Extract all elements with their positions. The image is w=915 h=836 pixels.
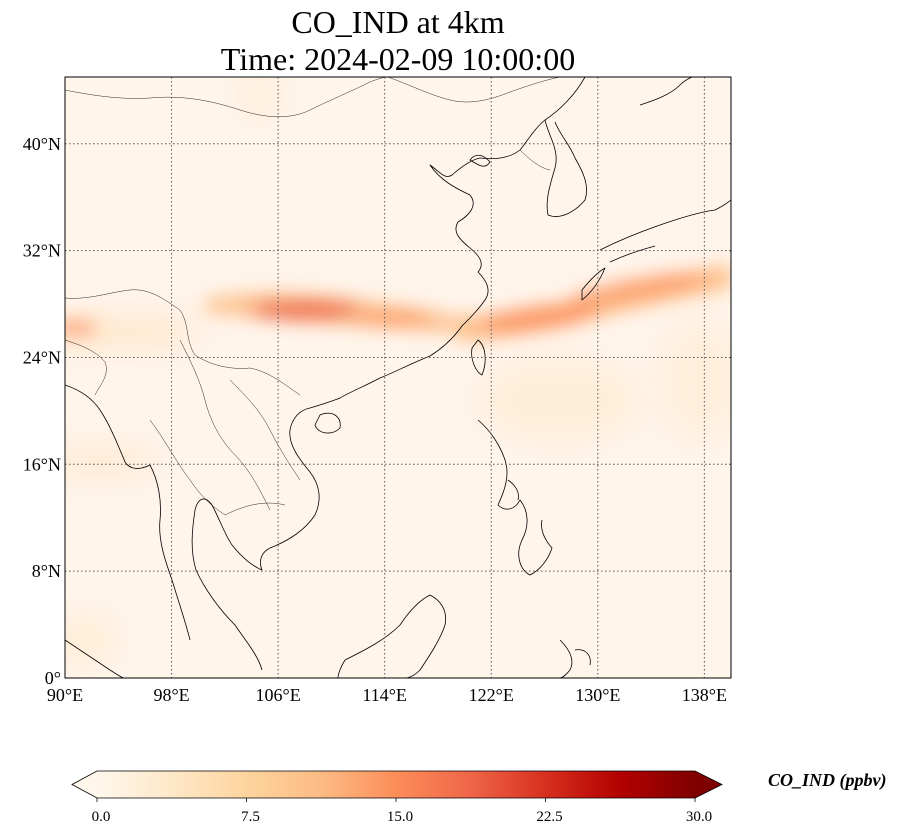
- plume-north-mongolia: [242, 77, 278, 115]
- x-tick-label: 106°E: [256, 685, 301, 705]
- x-tick-label: 114°E: [362, 685, 407, 705]
- coastline-japan-hokkaido: [639, 77, 693, 106]
- border-myanmar-laos: [179, 339, 271, 511]
- coastline-borneo: [337, 594, 447, 678]
- y-tick-label: 16°N: [23, 454, 61, 474]
- coastline-sumatra: [65, 639, 125, 678]
- border-laos-vietnam: [229, 379, 301, 481]
- coastline-myanmar: [65, 384, 191, 641]
- colorbar-ticks: 0.0 7.5 15.0 22.5 30.0: [92, 798, 712, 825]
- plume-core-east-china: [355, 311, 435, 325]
- border-korea: [519, 149, 551, 171]
- x-axis: 90°E 98°E 106°E 114°E 122°E 130°E 138°E: [47, 685, 727, 705]
- colorbar-extend-min: [72, 771, 97, 798]
- coastline-china-east: [309, 77, 586, 409]
- colorbar-tick-label: 0.0: [92, 809, 111, 825]
- plume-left-mid: [65, 453, 160, 471]
- coastline-bohai: [469, 154, 491, 167]
- plume-core-east-sea: [480, 303, 600, 333]
- coastline-indochina: [191, 407, 320, 671]
- map-background: [65, 77, 731, 678]
- plume-core-kyushu: [571, 272, 709, 304]
- x-tick-label: 90°E: [47, 685, 83, 705]
- coastline-philippines: [477, 419, 553, 576]
- y-tick-label: 32°N: [23, 241, 61, 261]
- coastline-kyushu: [581, 267, 606, 301]
- border-china-mongolia: [65, 77, 389, 117]
- border-china-russia: [387, 77, 561, 103]
- x-tick-label: 122°E: [469, 685, 514, 705]
- border-india: [65, 339, 107, 396]
- colorbar-extend-max: [695, 771, 722, 798]
- title-variable: CO_IND at 4km: [291, 4, 505, 40]
- map-area: [65, 77, 731, 678]
- plume-se-sea: [480, 360, 640, 440]
- title-time: Time: 2024-02-09 10:00:00: [220, 41, 576, 77]
- y-tick-label: 24°N: [23, 347, 61, 367]
- border-china-south: [65, 289, 301, 396]
- colorbar-tick-label: 7.5: [241, 809, 260, 825]
- y-tick-label: 8°N: [32, 561, 61, 581]
- x-tick-label: 138°E: [682, 685, 727, 705]
- coastlines: [65, 77, 731, 678]
- x-tick-label: 130°E: [575, 685, 620, 705]
- plume-left-upper: [65, 320, 200, 344]
- plume-left-bottom: [65, 618, 113, 662]
- plume-east-sea: [660, 320, 731, 440]
- x-tick-label: 98°E: [153, 685, 189, 705]
- coastline-hainan: [314, 412, 341, 434]
- border-cambodia: [224, 502, 286, 516]
- coastline-korea: [544, 119, 587, 217]
- gridlines: [65, 77, 731, 678]
- map-frame: [64, 76, 732, 679]
- colorbar: 0.0 7.5 15.0 22.5 30.0: [71, 770, 723, 825]
- colorbar-label: CO_IND (ppbv): [768, 770, 887, 790]
- border-thailand: [149, 419, 226, 516]
- colorbar-tick-label: 15.0: [387, 809, 413, 825]
- coastline-sulawesi: [559, 639, 591, 678]
- y-axis: 0° 8°N 16°N 24°N 32°N 40°N: [23, 134, 61, 688]
- colorbar-tick-label: 30.0: [686, 809, 712, 825]
- country-borders: [65, 77, 561, 516]
- y-tick-label: 0°: [45, 668, 61, 688]
- colorbar-tick-label: 22.5: [536, 809, 562, 825]
- coastline-taiwan: [471, 339, 486, 376]
- coastline-japan-honshu: [599, 199, 731, 263]
- colorbar-gradient: [97, 771, 695, 798]
- plume-west-edge: [65, 320, 97, 336]
- concentration-field: [65, 77, 731, 662]
- plume-core-sichuan: [250, 300, 360, 320]
- y-tick-label: 40°N: [23, 134, 61, 154]
